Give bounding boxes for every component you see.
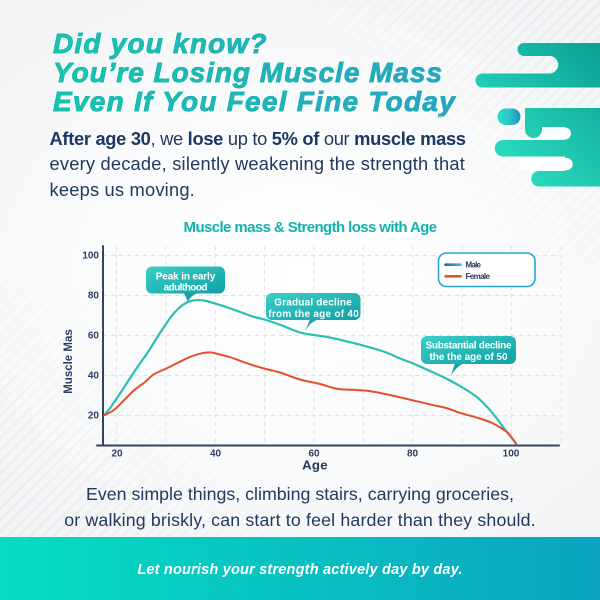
svg-text:80: 80: [407, 448, 419, 459]
svg-text:Muscle mass & Strength loss wi: Muscle mass & Strength loss with Age: [184, 219, 437, 236]
svg-text:20: 20: [88, 411, 100, 422]
svg-text:60: 60: [88, 331, 100, 342]
svg-text:the the age of 50: the the age of 50: [430, 352, 508, 363]
svg-text:20: 20: [111, 448, 123, 459]
svg-text:40: 40: [210, 448, 222, 459]
svg-text:40: 40: [88, 371, 100, 382]
svg-text:from the age of 40: from the age of 40: [268, 309, 359, 320]
svg-text:60: 60: [308, 448, 320, 459]
svg-text:Muscle Mas: Muscle Mas: [63, 329, 75, 394]
svg-text:100: 100: [503, 448, 520, 459]
svg-text:Substantial decline: Substantial decline: [426, 341, 512, 352]
svg-text:Peak in early: Peak in early: [156, 271, 216, 282]
svg-text:100: 100: [82, 251, 99, 262]
svg-text:Female: Female: [466, 272, 491, 281]
svg-text:Age: Age: [302, 457, 328, 472]
svg-text:80: 80: [88, 291, 100, 302]
svg-text:adulthood: adulthood: [164, 283, 208, 294]
svg-text:Gradual decline: Gradual decline: [274, 298, 352, 309]
svg-text:Male: Male: [466, 261, 482, 270]
